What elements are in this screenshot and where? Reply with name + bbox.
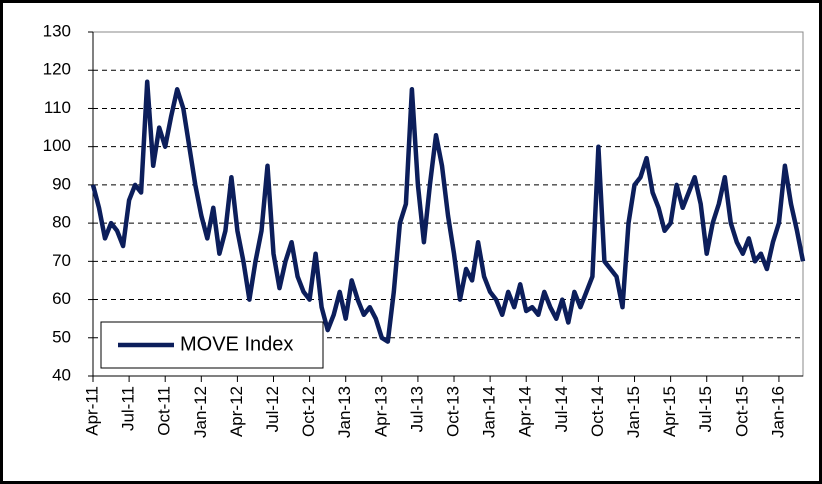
x-tick-label: Apr-12 — [227, 386, 246, 437]
y-tick-label: 100 — [43, 136, 71, 155]
x-tick-label: Jan-12 — [191, 386, 210, 438]
x-tick-label: Jan-15 — [624, 386, 643, 438]
x-tick-label: Apr-15 — [660, 386, 679, 437]
y-tick-label: 130 — [43, 21, 71, 40]
y-tick-label: 90 — [52, 174, 71, 193]
x-tick-label: Jan-13 — [335, 386, 354, 438]
x-tick-label: Apr-14 — [516, 386, 535, 437]
y-tick-label: 40 — [52, 365, 71, 384]
x-tick-label: Oct-11 — [155, 386, 174, 436]
y-tick-label: 120 — [43, 60, 71, 79]
x-tick-label: Jul-14 — [552, 386, 571, 432]
x-tick-label: Oct-13 — [444, 386, 463, 437]
y-tick-label: 80 — [52, 213, 71, 232]
x-tick-label: Jul-15 — [696, 386, 715, 432]
y-tick-label: 110 — [44, 98, 71, 117]
series-line — [90, 79, 806, 344]
x-tick-label: Jul-12 — [263, 386, 282, 432]
y-tick-label: 60 — [52, 289, 71, 308]
y-tick-label: 50 — [52, 327, 71, 346]
x-tick-label: Oct-15 — [732, 386, 751, 437]
x-tick-label: Jan-14 — [480, 386, 499, 438]
x-tick-label: Jul-11 — [119, 386, 138, 431]
x-tick-label: Oct-14 — [588, 386, 607, 437]
x-tick-label: Jul-13 — [407, 386, 426, 432]
x-tick-label: Jan-16 — [768, 386, 787, 438]
x-tick-label: Oct-12 — [299, 386, 318, 437]
legend-label: MOVE Index — [180, 333, 293, 355]
legend: MOVE Index — [100, 321, 324, 369]
x-tick-label: Apr-13 — [371, 386, 390, 437]
x-tick-label: Apr-11 — [82, 386, 101, 436]
y-tick-label: 70 — [52, 251, 71, 270]
